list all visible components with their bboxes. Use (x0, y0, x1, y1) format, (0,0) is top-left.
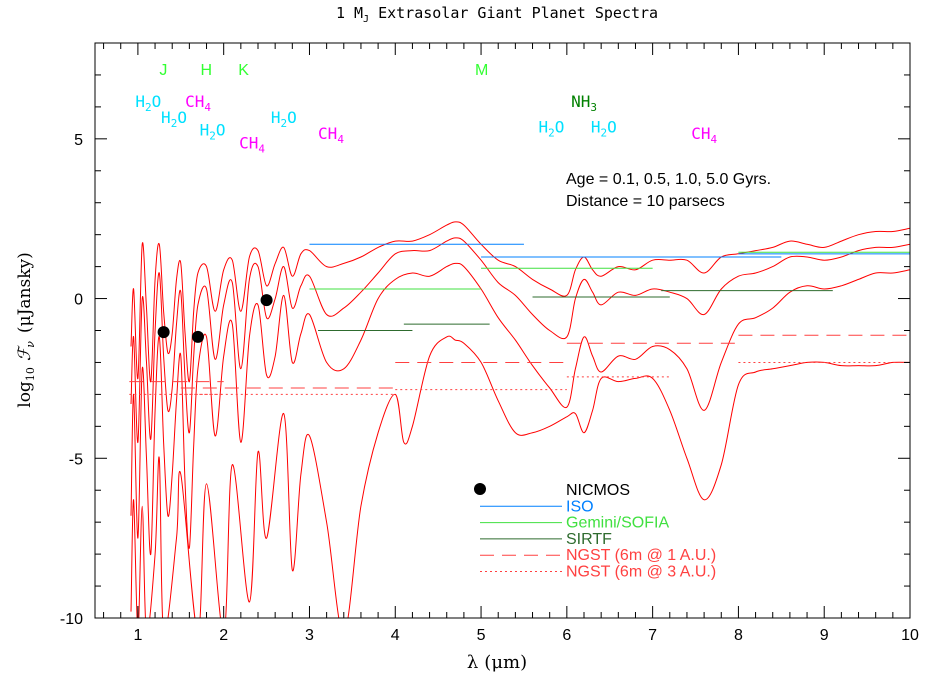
nicmos-point (260, 294, 273, 307)
x-tick-label: 5 (477, 627, 486, 644)
molecule-label: CH4 (691, 124, 717, 146)
info-line: Distance = 10 parsecs (566, 193, 725, 210)
legend-label: Gemini/SOFIA (566, 515, 669, 532)
legend-label: SIRTF (566, 531, 612, 548)
legend-label: NGST (6m @ 3 A.U.) (566, 564, 716, 581)
band-label: H (201, 62, 213, 79)
molecule-label: H2O (271, 108, 297, 130)
x-tick-label: 6 (562, 627, 571, 644)
info-text: Age = 0.1, 0.5, 1.0, 5.0 Gyrs. Distance =… (566, 171, 771, 210)
nicmos-point (191, 330, 204, 343)
nicmos-points (157, 294, 273, 343)
legend-marker (474, 483, 486, 495)
legend-label: ISO (566, 498, 594, 515)
y-tick-label: 0 (74, 292, 83, 309)
y-tick-label: -5 (69, 451, 83, 468)
molecule-label: H2O (200, 121, 226, 143)
y-axis-label: log10ℱν(μJansky) (15, 252, 37, 407)
molecule-label: H2O (161, 108, 187, 130)
spectrum-curve-1 (130, 221, 910, 383)
x-tick-label: 4 (391, 627, 400, 644)
molecule-label: H2O (539, 117, 565, 139)
x-tick-label: 3 (305, 627, 314, 644)
x-tick-label: 7 (648, 627, 657, 644)
spectrum-curve-2 (130, 237, 910, 443)
nicmos-point (157, 326, 170, 339)
axis-ticks: 1 2 3 4 5 6 7 8 9 10 -10 -5 0 5 (60, 42, 919, 644)
spectrum-curve-3 (130, 262, 910, 555)
y-tick-label: -10 (60, 611, 83, 628)
chart-title-subscript: J (363, 14, 369, 25)
band-label: J (159, 62, 167, 79)
spectra-series (130, 221, 910, 618)
molecule-label: CH4 (185, 92, 211, 114)
info-line: Age = 0.1, 0.5, 1.0, 5.0 Gyrs. (566, 171, 771, 188)
instrument-sensitivity-lines (129, 243, 910, 395)
molecule-label: H2O (135, 92, 161, 114)
molecule-label: CH4 (318, 124, 344, 146)
x-axis-label: λ (μm) (467, 652, 527, 673)
x-tick-label: 8 (734, 627, 743, 644)
x-tick-label: 10 (901, 627, 919, 644)
x-tick-label: 2 (219, 627, 228, 644)
legend-label: NGST (6m @ 1 A.U.) (566, 547, 716, 564)
x-tick-label: 1 (133, 627, 142, 644)
molecule-label: H2O (591, 117, 617, 139)
spectrum-curve-4 (130, 335, 910, 618)
molecule-label: CH4 (239, 133, 265, 155)
chart-title: 1 MJ Extrasolar Giant Planet Spectra (336, 4, 658, 25)
y-tick-label: 5 (74, 132, 83, 149)
band-label: K (238, 62, 249, 79)
band-label: M (475, 62, 488, 79)
x-tick-label: 9 (820, 627, 829, 644)
molecule-label: NH3 (571, 92, 597, 114)
legend-label: NICMOS (566, 482, 630, 499)
